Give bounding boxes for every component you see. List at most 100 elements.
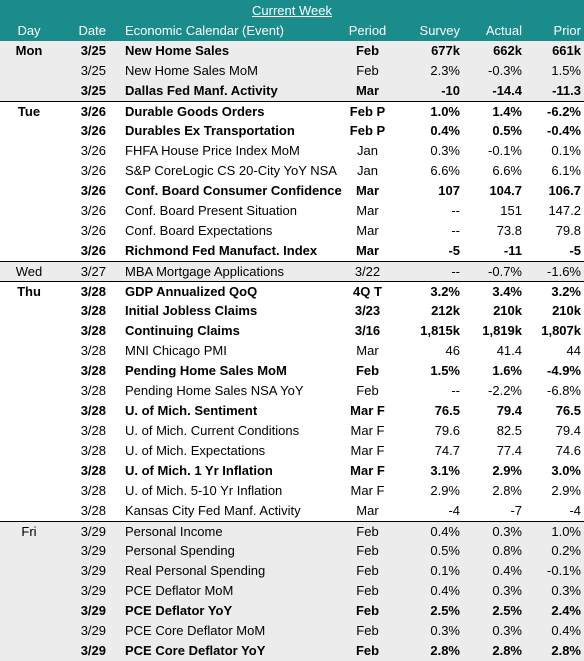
table-row: 3/29 PCE Deflator YoY Feb 2.5% 2.5% 2.4%	[0, 601, 584, 621]
survey-cell: 6.6%	[430, 163, 460, 178]
table-row: 3/26 Conf. Board Expectations Mar -- 73.8 79.…	[0, 221, 584, 241]
table-row: 3/25 New Home Sales MoM Feb 2.3% -0.3% 1.5%	[0, 61, 584, 81]
survey-cell: 0.4%	[430, 583, 460, 598]
actual-cell: 73.8	[496, 223, 522, 238]
calendar-table-body: Mon 3/25 New Home Sales Feb 677k 662k 661k 3/25…	[0, 41, 584, 661]
date-cell: 3/26	[80, 123, 106, 138]
prior-cell: 74.6	[555, 443, 581, 458]
survey-cell: 74.7	[434, 443, 460, 458]
table-row: 3/25 Dallas Fed Manf. Activity Mar -10 -14.4…	[0, 81, 584, 101]
day-cell: Fri	[21, 524, 37, 539]
survey-cell: --	[451, 264, 460, 279]
survey-cell: -4	[448, 503, 460, 518]
prior-cell: -11.3	[552, 83, 581, 98]
period-cell: Mar	[356, 343, 379, 358]
date-cell: 3/29	[80, 623, 106, 638]
prior-cell: 3.2%	[551, 284, 581, 299]
day-cell	[0, 81, 58, 101]
table-title-text[interactable]: Current Week	[252, 3, 332, 18]
event-cell: Dallas Fed Manf. Activity	[125, 83, 278, 98]
day-cell	[0, 421, 58, 441]
table-row: 3/28 Pending Home Sales NSA YoY Feb -- -2.2%…	[0, 381, 584, 401]
period-cell: Mar F	[350, 423, 385, 438]
day-cell: Mon	[15, 43, 43, 58]
period-cell: 4Q T	[353, 284, 382, 299]
day-cell	[0, 121, 58, 141]
prior-cell: 2.8%	[551, 643, 581, 658]
date-cell: 3/28	[80, 403, 106, 418]
event-cell: Continuing Claims	[125, 323, 240, 338]
table-row: 3/28 U. of Mich. Current Conditions Mar F 7…	[0, 421, 584, 441]
date-cell: 3/25	[80, 43, 106, 58]
prior-cell: 0.1%	[551, 143, 581, 158]
event-cell: Personal Spending	[125, 543, 235, 558]
actual-cell: 41.4	[496, 343, 522, 358]
survey-cell: 0.1%	[430, 563, 460, 578]
event-cell: U. of Mich. 1 Yr Inflation	[125, 463, 273, 478]
period-cell: Mar F	[350, 483, 385, 498]
day-cell	[0, 621, 58, 641]
day-cell	[0, 241, 58, 261]
survey-cell: 2.9%	[430, 483, 460, 498]
day-cell	[0, 161, 58, 181]
date-cell: 3/28	[80, 443, 106, 458]
day-cell	[0, 321, 58, 341]
date-cell: 3/26	[80, 243, 106, 258]
date-cell: 3/26	[80, 104, 106, 119]
header-event: Economic Calendar (Event)	[125, 23, 284, 38]
table-row: 3/29 PCE Core Deflator MoM Feb 0.3% 0.3% 0.4%	[0, 621, 584, 641]
prior-cell: -6.2%	[547, 104, 581, 119]
event-cell: U. of Mich. 5-10 Yr Inflation	[125, 483, 283, 498]
day-cell	[0, 201, 58, 221]
date-cell: 3/29	[80, 563, 106, 578]
day-cell	[0, 301, 58, 321]
actual-cell: 0.3%	[492, 623, 522, 638]
prior-cell: 1.0%	[551, 524, 581, 539]
survey-cell: --	[451, 383, 460, 398]
actual-cell: 210k	[493, 303, 522, 318]
period-cell: Mar	[356, 223, 379, 238]
period-cell: Mar	[355, 243, 380, 258]
prior-cell: -6.8%	[547, 383, 581, 398]
event-cell: Conf. Board Consumer Confidence	[125, 183, 342, 198]
date-cell: 3/28	[80, 383, 106, 398]
survey-cell: 0.4%	[430, 524, 460, 539]
event-cell: U. of Mich. Current Conditions	[125, 423, 300, 438]
event-cell: U. of Mich. Sentiment	[125, 403, 258, 418]
event-cell: FHFA House Price Index MoM	[125, 143, 300, 158]
table-row: 3/26 Conf. Board Present Situation Mar -- 15…	[0, 201, 584, 221]
period-cell: Feb P	[349, 123, 386, 138]
survey-cell: -10	[441, 83, 460, 98]
survey-cell: 1,815k	[420, 323, 460, 338]
event-cell: Pending Home Sales NSA YoY	[125, 383, 304, 398]
date-cell: 3/26	[80, 163, 106, 178]
event-cell: New Home Sales MoM	[125, 63, 258, 78]
actual-cell: 82.5	[496, 423, 522, 438]
table-row: 3/28 Kansas City Fed Manf. Activity Mar -4 -…	[0, 501, 584, 521]
day-cell	[0, 581, 58, 601]
prior-cell: -0.4%	[547, 123, 581, 138]
event-cell: Real Personal Spending	[125, 563, 266, 578]
date-cell: 3/25	[80, 83, 106, 98]
survey-cell: 0.3%	[430, 623, 460, 638]
event-cell: Conf. Board Present Situation	[125, 203, 297, 218]
actual-cell: 2.5%	[492, 603, 522, 618]
prior-cell: 0.2%	[551, 543, 581, 558]
period-cell: Mar F	[350, 463, 385, 478]
day-cell	[0, 481, 58, 501]
period-cell: Feb	[355, 603, 380, 618]
event-cell: Personal Income	[125, 524, 223, 539]
event-cell: Initial Jobless Claims	[125, 303, 258, 318]
table-row: 3/28 Initial Jobless Claims 3/23 212k 210k 21…	[0, 301, 584, 321]
prior-cell: 210k	[552, 303, 581, 318]
day-cell	[0, 181, 58, 201]
actual-cell: -2.2%	[488, 383, 522, 398]
day-cell	[0, 341, 58, 361]
prior-cell: 106.7	[548, 183, 581, 198]
actual-cell: -0.1%	[488, 143, 522, 158]
date-cell: 3/25	[80, 63, 106, 78]
event-cell: PCE Core Deflator YoY	[125, 643, 266, 658]
period-cell: Feb	[356, 524, 379, 539]
period-cell: Feb	[356, 563, 379, 578]
date-cell: 3/29	[80, 583, 106, 598]
